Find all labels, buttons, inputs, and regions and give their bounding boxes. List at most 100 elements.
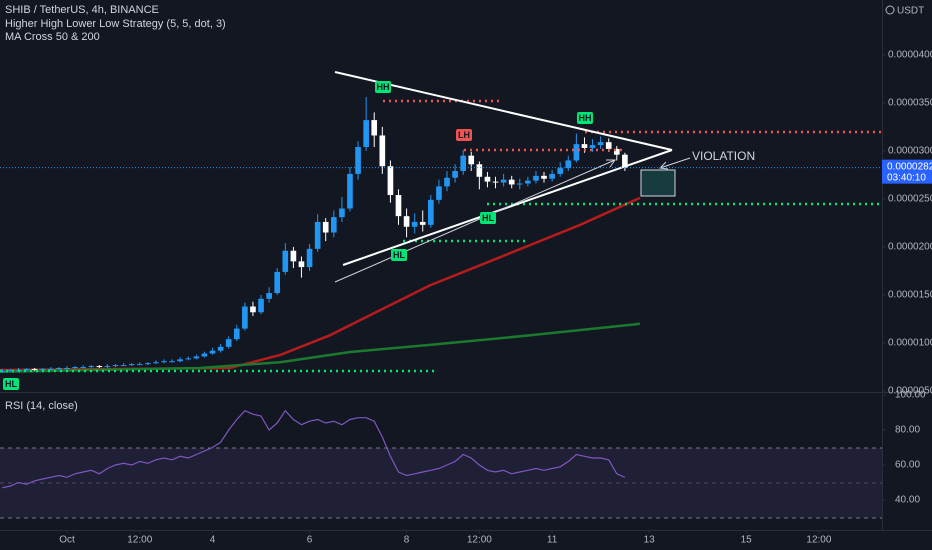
candle-body	[387, 166, 394, 196]
y-tick-label: 0.00002000	[888, 242, 932, 253]
candle-body	[209, 350, 216, 354]
candle-body	[112, 365, 119, 367]
candle-body	[460, 155, 467, 172]
currency-label[interactable]: USDT	[897, 6, 924, 17]
x-tick-label: 12:00	[806, 535, 831, 546]
candle-body	[395, 195, 402, 217]
candle-body	[282, 250, 289, 272]
candle-body	[419, 221, 426, 225]
candle-body	[355, 147, 361, 174]
tag-box	[480, 212, 496, 224]
candle-body	[298, 261, 305, 268]
candle-body	[7, 369, 14, 371]
alert-icon[interactable]	[885, 5, 895, 15]
tag-box	[577, 112, 593, 124]
candle-body	[476, 164, 483, 177]
candle-body	[72, 367, 78, 369]
trendline	[342, 149, 673, 266]
candle-body	[306, 248, 313, 268]
y-tick-label: 0.00002500	[888, 194, 932, 205]
candle-body	[48, 368, 54, 370]
tag-label: HL	[482, 213, 494, 223]
candle-body	[363, 120, 369, 147]
candle-body	[573, 144, 580, 161]
x-tick-label: 13	[644, 535, 656, 546]
candle-body	[290, 250, 297, 262]
candle-body	[169, 361, 175, 363]
candle-body	[516, 183, 523, 185]
candle-body	[64, 367, 70, 369]
indicator-name: Higher High Lower Low Strategy (5, 5, do…	[5, 18, 226, 30]
tag-box	[456, 129, 472, 141]
rsi-line	[2, 409, 626, 489]
x-tick-label: 15	[741, 535, 753, 546]
candle-body	[161, 361, 167, 363]
y-tick-label: 0.00003000	[888, 145, 932, 156]
candle-body	[452, 171, 458, 178]
last-price-box	[882, 159, 932, 184]
candle-body	[322, 221, 329, 233]
x-tick-label: 4	[210, 535, 216, 546]
candle-body	[613, 148, 620, 155]
candle-body	[0, 370, 6, 372]
callout-line	[659, 157, 691, 169]
tag-label: HH	[579, 113, 592, 123]
candle-body	[104, 366, 111, 368]
y-tick-label: 80.00	[895, 425, 920, 436]
candle-body	[525, 180, 531, 184]
candle-body	[136, 364, 143, 366]
y-tick-label: 0.00003500	[888, 97, 932, 108]
trendline	[334, 71, 673, 151]
candle-body	[508, 179, 515, 185]
candle-body	[622, 154, 628, 168]
candle-body	[314, 221, 321, 249]
tag-label: HL	[393, 250, 405, 260]
candle-body	[274, 271, 281, 294]
candle-body	[153, 362, 159, 364]
marks	[0, 97, 641, 489]
arrow-line	[334, 159, 616, 283]
last-price-label: 0.00002825	[887, 161, 932, 172]
candle-body	[581, 144, 588, 148]
candle-body	[185, 358, 192, 360]
candle-body	[444, 177, 450, 187]
candle-body	[347, 173, 353, 209]
y-tick-label: 0.00004000	[888, 49, 932, 60]
candle-body	[549, 173, 555, 179]
candle-body	[233, 328, 240, 340]
candle-body	[371, 120, 378, 136]
candle-body	[492, 181, 499, 183]
x-tick-label: Oct	[59, 535, 75, 546]
moving-average	[0, 322, 641, 374]
candle-body	[217, 346, 224, 351]
y-tick-label: 40.00	[895, 495, 920, 506]
candle-body	[242, 306, 248, 329]
tag-box	[3, 378, 19, 390]
candle-body	[605, 142, 612, 149]
candle-body	[339, 208, 345, 218]
indicator-name: MA Cross 50 & 200	[5, 31, 100, 43]
tag-label: LH	[458, 130, 470, 140]
candle-body	[484, 176, 491, 182]
candle-body	[436, 186, 442, 200]
tags: HH HH LH HL HL HL VIOLATION	[3, 81, 755, 390]
candle-body	[120, 365, 127, 367]
y-tick-label: 0.00001000	[888, 338, 932, 349]
candle-body	[96, 366, 103, 368]
moving-average	[0, 196, 641, 372]
tag-box	[391, 249, 407, 261]
candle-body	[379, 135, 386, 167]
candle-body	[258, 298, 264, 313]
x-tick-label: 8	[404, 535, 410, 546]
candle-body	[500, 179, 507, 183]
countdown-label: 03:40:10	[887, 172, 926, 183]
candle-body	[557, 168, 564, 174]
candle-body	[128, 364, 135, 366]
candle-body	[541, 175, 547, 179]
y-tick-label: 60.00	[895, 460, 920, 471]
candle-body	[177, 359, 183, 362]
tag-box	[375, 81, 391, 93]
drawings	[0, 71, 882, 373]
